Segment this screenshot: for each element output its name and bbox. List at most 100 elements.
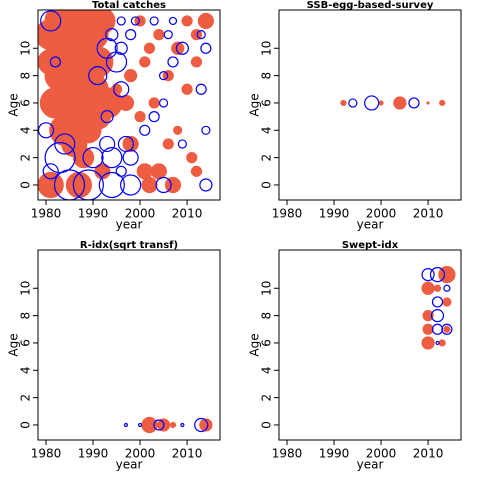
bubble <box>201 125 211 135</box>
x-tick-label: 1980 <box>31 207 62 221</box>
bubble <box>115 165 127 177</box>
x-tick-label: 1980 <box>272 207 303 221</box>
bubble <box>150 163 167 180</box>
x-tick-label: 2010 <box>413 447 444 461</box>
bubble <box>88 66 108 86</box>
x-tick-label: 2010 <box>172 447 203 461</box>
bubble <box>162 70 174 82</box>
x-axis-label: year <box>116 218 143 232</box>
panel-title: Swept-idx <box>342 240 399 251</box>
bubble <box>122 135 139 153</box>
bubble <box>153 29 165 41</box>
y-tick-label: 6 <box>19 339 33 347</box>
bubble <box>194 417 209 433</box>
bubble <box>438 339 446 347</box>
bubble <box>190 165 203 177</box>
y-tick-label: 4 <box>260 366 274 374</box>
bubble <box>164 176 182 194</box>
bubble <box>139 56 151 68</box>
y-tick-label: 2 <box>19 154 33 162</box>
bubble <box>163 30 173 40</box>
x-axis-label: year <box>357 218 384 232</box>
bubble <box>429 267 446 283</box>
axis-box <box>278 249 462 441</box>
bubble <box>148 111 160 123</box>
panel-title: Total catches <box>92 0 166 11</box>
y-tick-label: 8 <box>19 72 33 80</box>
y-tick-label: 8 <box>19 312 33 320</box>
bubble <box>101 147 123 169</box>
y-tick-label: 0 <box>260 181 274 189</box>
x-tick-label: 1980 <box>272 447 303 461</box>
bubble <box>431 323 444 335</box>
bubble <box>42 163 59 180</box>
plot-area <box>38 10 214 200</box>
y-tick-label: 2 <box>260 154 274 162</box>
bubble <box>431 296 444 308</box>
bubble <box>130 16 140 26</box>
bubble <box>430 309 445 323</box>
bubble <box>408 97 420 109</box>
bubble <box>167 56 179 68</box>
bubble <box>421 268 435 282</box>
bubble <box>422 323 434 335</box>
bubble <box>158 71 169 81</box>
bubble <box>378 100 384 106</box>
y-tick-label: 6 <box>19 99 33 107</box>
bubble <box>136 163 153 180</box>
y-tick-label: 4 <box>260 126 274 134</box>
y-tick-label: 6 <box>260 99 274 107</box>
bubble <box>180 422 185 428</box>
bubble <box>141 176 158 194</box>
bubble <box>134 111 146 123</box>
bubble <box>49 56 62 68</box>
x-tick-label: 1990 <box>78 207 109 221</box>
y-axis-label: Age <box>7 333 21 356</box>
axis-box <box>278 9 462 201</box>
panel-title: SSB-egg-based-survey <box>307 0 434 11</box>
y-tick-label: 8 <box>260 312 274 320</box>
bubble <box>173 125 183 135</box>
x-tick-label: 1990 <box>319 207 350 221</box>
bubble <box>114 41 128 55</box>
bubble <box>186 152 198 164</box>
bubble <box>169 421 177 429</box>
bubble <box>125 29 137 41</box>
panel-title: R-idx(sqrt transf) <box>80 240 178 251</box>
bubble <box>195 83 207 95</box>
bubble <box>340 99 347 107</box>
bubble <box>421 336 435 350</box>
bubble <box>82 147 104 169</box>
plot-area <box>123 416 213 434</box>
y-tick-label: 0 <box>19 181 33 189</box>
bubble <box>124 69 138 83</box>
y-tick-label: 0 <box>260 421 274 429</box>
bubble <box>105 28 119 42</box>
bubble <box>44 142 76 174</box>
x-tick-label: 2000 <box>366 447 397 461</box>
y-tick-label: 4 <box>19 126 33 134</box>
bubble <box>199 178 213 192</box>
bubble <box>38 171 64 199</box>
bubble <box>443 284 451 292</box>
bubble <box>348 98 358 108</box>
bubble <box>105 51 128 73</box>
bubble <box>190 56 203 68</box>
bubble <box>435 340 440 346</box>
y-axis-label: Age <box>7 93 21 116</box>
bubble <box>40 10 62 32</box>
bubble <box>442 297 452 307</box>
bubble <box>421 281 435 295</box>
bubble <box>433 284 442 292</box>
bubble <box>364 95 380 111</box>
bubble <box>143 42 156 54</box>
y-tick-label: 4 <box>19 366 33 374</box>
bubble <box>443 325 451 333</box>
bubble <box>197 12 214 30</box>
axis-box <box>37 9 221 201</box>
bubble <box>171 41 185 55</box>
bubble <box>190 29 203 41</box>
bubble <box>153 419 165 431</box>
y-tick-label: 0 <box>19 421 33 429</box>
